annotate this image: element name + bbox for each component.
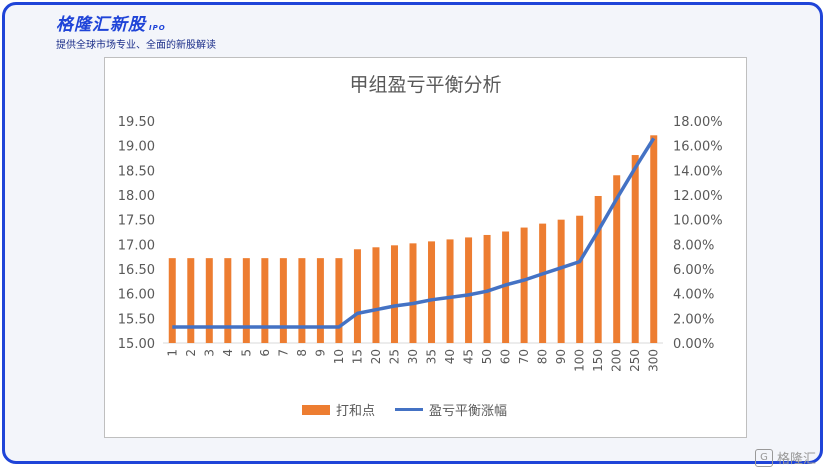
legend-label-bar: 打和点 <box>336 404 376 419</box>
watermark-text: 格隆汇 <box>777 452 817 467</box>
brand-tagline: 提供全球市场专业、全面的新股解读 <box>56 40 216 51</box>
x-tick-label: 250 <box>628 349 642 372</box>
x-tick-label: 35 <box>425 349 439 364</box>
x-tick-label: 90 <box>554 349 568 364</box>
brand-name: 格隆汇新股 <box>56 15 146 35</box>
x-tick-label: 200 <box>610 349 624 372</box>
chart-legend: 打和点 盈亏平衡涨幅 <box>302 400 507 419</box>
y-right-tick-label: 8.00% <box>673 238 714 253</box>
x-tick-label: 2 <box>184 349 198 357</box>
y-right-tick-label: 6.00% <box>673 263 714 278</box>
bar <box>353 249 361 343</box>
x-tick-label: 150 <box>591 349 605 372</box>
x-tick-label: 6 <box>258 349 272 357</box>
bar <box>409 243 417 343</box>
x-tick-label: 25 <box>387 349 401 364</box>
x-tick-label: 15 <box>350 349 364 364</box>
y-right-tick-label: 12.00% <box>673 189 723 204</box>
x-tick-label: 30 <box>406 349 420 364</box>
x-tick-label: 70 <box>517 349 531 364</box>
bar <box>205 258 213 343</box>
bar <box>187 258 195 343</box>
y-left-tick-label: 15.00 <box>118 337 155 352</box>
bar <box>465 237 473 343</box>
bar <box>613 175 621 343</box>
bar <box>390 245 398 343</box>
bar <box>502 231 510 343</box>
watermark: G 格隆汇 <box>755 448 816 467</box>
chart-title: 甲组盈亏平衡分析 <box>349 74 502 96</box>
bar <box>279 258 287 343</box>
x-tick-label: 50 <box>480 349 494 364</box>
x-tick-label: 100 <box>573 349 587 372</box>
brand-logo: 格隆汇新股 IPO <box>56 10 166 35</box>
x-tick-label: 8 <box>295 349 309 357</box>
legend-item-bar: 打和点 <box>302 400 375 419</box>
bar <box>168 258 176 343</box>
bar <box>428 241 436 343</box>
bar <box>557 219 565 343</box>
G-logo-icon: G <box>755 448 773 467</box>
legend-label-line: 盈亏平衡涨幅 <box>429 404 508 419</box>
bar <box>539 223 547 343</box>
y-right-tick-label: 4.00% <box>673 288 714 303</box>
x-tick-label: 60 <box>499 349 513 364</box>
bar <box>242 258 250 343</box>
bar <box>224 258 232 343</box>
x-tick-label: 300 <box>647 349 661 372</box>
legend-swatch-line <box>395 408 424 411</box>
y-left-tick-label: 19.00 <box>118 140 155 155</box>
x-tick-label: 4 <box>221 349 235 357</box>
x-tick-label: 20 <box>369 349 383 364</box>
x-tick-label: 7 <box>276 349 290 357</box>
bar <box>520 227 528 343</box>
y-left-tick-label: 18.50 <box>118 164 155 179</box>
bar <box>316 258 324 343</box>
bar <box>650 135 658 343</box>
legend-swatch-bar <box>302 404 330 415</box>
bar <box>631 155 639 343</box>
x-tick-label: 45 <box>462 349 476 364</box>
bar <box>298 258 306 343</box>
bar <box>483 234 491 343</box>
bar <box>372 247 380 343</box>
line-series <box>172 137 656 329</box>
brand-ipo: IPO <box>149 24 166 32</box>
x-tick-label: 10 <box>332 349 346 364</box>
bar <box>335 258 343 343</box>
y-right-tick-label: 18.00% <box>673 115 723 130</box>
y-left-tick-label: 16.00 <box>118 288 155 303</box>
y-right-tick-label: 2.00% <box>673 312 714 327</box>
y-left-tick-label: 17.50 <box>118 214 155 229</box>
legend-item-line: 盈亏平衡涨幅 <box>395 400 507 419</box>
y-right-tick-label: 14.00% <box>673 164 723 179</box>
chart-card <box>104 57 747 438</box>
x-tick-label: 80 <box>536 349 550 364</box>
y-right-tick-label: 10.00% <box>673 214 723 229</box>
x-tick-label: 1 <box>165 349 179 357</box>
y-left-tick-label: 15.50 <box>118 312 155 327</box>
bar <box>446 239 454 343</box>
x-tick-label: 5 <box>239 349 253 357</box>
bar <box>594 195 602 343</box>
y-left-tick-label: 17.00 <box>118 238 155 253</box>
y-right-tick-label: 0.00% <box>673 337 714 352</box>
x-tick-label: 9 <box>313 349 327 357</box>
bar <box>261 258 269 343</box>
y-left-tick-label: 18.00 <box>118 189 155 204</box>
x-tick-label: 40 <box>443 349 457 364</box>
x-tick-label: 3 <box>202 349 216 357</box>
bar <box>576 215 584 343</box>
y-left-tick-label: 16.50 <box>118 263 155 278</box>
y-right-tick-label: 16.00% <box>673 140 723 155</box>
y-left-tick-label: 19.50 <box>118 115 155 130</box>
